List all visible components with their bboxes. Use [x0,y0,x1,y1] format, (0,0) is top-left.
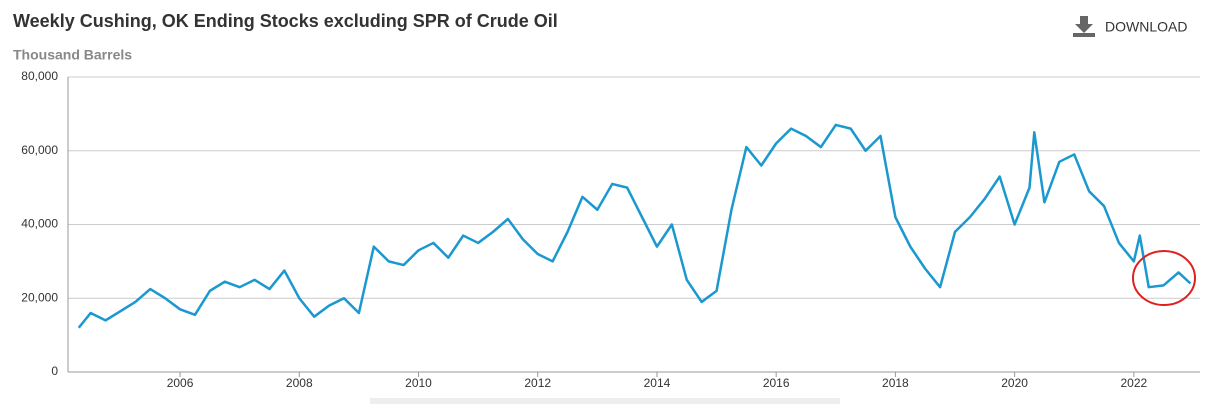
data-line [77,123,1192,329]
x-tick-label: 2018 [882,376,909,390]
x-tick-label: 2008 [286,376,313,390]
chart-subtitle: Thousand Barrels [13,47,132,63]
y-tick-label: 0 [51,364,58,378]
y-tick-label: 80,000 [21,69,58,83]
x-tick-label: 2006 [167,376,194,390]
highlight-circle [1132,250,1196,306]
x-tick-label: 2020 [1001,376,1028,390]
x-tick-label: 2012 [524,376,551,390]
y-tick-label: 40,000 [21,217,58,231]
x-tick-label: 2014 [644,376,671,390]
chart-title: Weekly Cushing, OK Ending Stocks excludi… [13,11,558,31]
download-button[interactable]: DOWNLOAD [1073,16,1187,37]
x-tick-label: 2010 [405,376,432,390]
y-tick-label: 20,000 [21,290,58,304]
download-icon [1073,16,1095,37]
x-tick-label: 2016 [763,376,790,390]
scrollbar [370,398,840,404]
download-label[interactable]: DOWNLOAD [1105,19,1187,35]
x-tick-label: 2022 [1120,376,1147,390]
y-tick-label: 60,000 [21,143,58,157]
